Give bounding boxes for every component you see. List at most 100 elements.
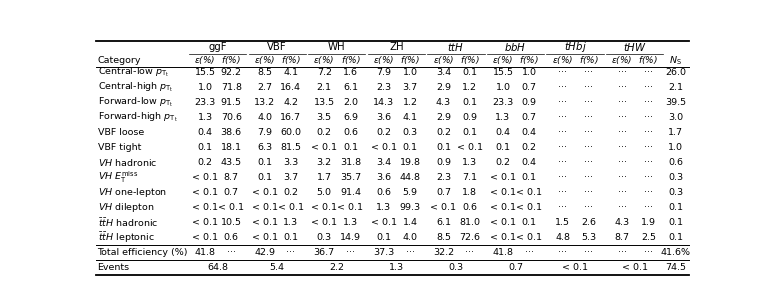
- Text: < 0.1: < 0.1: [311, 203, 337, 212]
- Text: WH: WH: [328, 42, 345, 52]
- Text: ···: ···: [617, 83, 627, 92]
- Text: 70.6: 70.6: [221, 113, 242, 122]
- Text: 0.6: 0.6: [668, 158, 683, 167]
- Text: $t\bar{t}H$: $t\bar{t}H$: [447, 40, 464, 54]
- Text: ···: ···: [558, 128, 567, 137]
- Text: < 0.1: < 0.1: [457, 143, 483, 152]
- Text: ···: ···: [346, 248, 355, 257]
- Text: 1.4: 1.4: [402, 218, 417, 227]
- Text: 81.0: 81.0: [459, 218, 480, 227]
- Text: ···: ···: [617, 248, 627, 257]
- Text: $\epsilon$(%): $\epsilon$(%): [493, 54, 514, 66]
- Text: ···: ···: [617, 158, 627, 167]
- Text: 38.6: 38.6: [221, 128, 242, 137]
- Text: 72.6: 72.6: [459, 233, 480, 242]
- Text: $\epsilon$(%): $\epsilon$(%): [433, 54, 454, 66]
- Text: 1.0: 1.0: [496, 83, 510, 92]
- Text: Total efficiency (%): Total efficiency (%): [97, 248, 188, 257]
- Text: 3.7: 3.7: [283, 173, 299, 182]
- Text: 8.7: 8.7: [614, 233, 630, 242]
- Text: ···: ···: [405, 248, 414, 257]
- Text: 4.0: 4.0: [402, 233, 417, 242]
- Text: 2.1: 2.1: [316, 83, 332, 92]
- Text: 4.2: 4.2: [283, 98, 298, 107]
- Text: 0.1: 0.1: [283, 233, 298, 242]
- Text: 1.0: 1.0: [402, 68, 417, 77]
- Text: 0.2: 0.2: [198, 158, 212, 167]
- Text: 2.3: 2.3: [436, 173, 451, 182]
- Text: 0.1: 0.1: [668, 233, 683, 242]
- Text: < 0.1: < 0.1: [371, 218, 397, 227]
- Text: 1.0: 1.0: [522, 68, 537, 77]
- Text: < 0.1: < 0.1: [371, 143, 397, 152]
- Text: ···: ···: [584, 158, 594, 167]
- Text: $N_\mathrm{S}$: $N_\mathrm{S}$: [669, 54, 683, 67]
- Text: 0.7: 0.7: [522, 113, 537, 122]
- Text: < 0.1: < 0.1: [490, 173, 516, 182]
- Text: ···: ···: [584, 143, 594, 152]
- Text: 37.3: 37.3: [373, 248, 394, 257]
- Text: 4.3: 4.3: [614, 218, 630, 227]
- Text: ···: ···: [644, 68, 653, 77]
- Text: 2.7: 2.7: [257, 83, 272, 92]
- Text: $\bar{t}\bar{t}H$ hadronic: $\bar{t}\bar{t}H$ hadronic: [97, 216, 158, 229]
- Text: $VH$ one-lepton: $VH$ one-lepton: [97, 186, 166, 199]
- Text: ···: ···: [617, 188, 627, 197]
- Text: $\epsilon$(%): $\epsilon$(%): [195, 54, 216, 66]
- Text: 3.5: 3.5: [316, 113, 332, 122]
- Text: $VH$ hadronic: $VH$ hadronic: [97, 157, 157, 168]
- Text: ···: ···: [584, 173, 594, 182]
- Text: 81.5: 81.5: [280, 143, 301, 152]
- Text: ···: ···: [644, 113, 653, 122]
- Text: 0.4: 0.4: [522, 128, 537, 137]
- Text: 60.0: 60.0: [280, 128, 301, 137]
- Text: $VH$ dilepton: $VH$ dilepton: [97, 201, 154, 214]
- Text: 1.3: 1.3: [198, 113, 213, 122]
- Text: 0.2: 0.2: [283, 188, 298, 197]
- Text: $f$(%): $f$(%): [221, 54, 241, 66]
- Text: 1.2: 1.2: [402, 98, 417, 107]
- Text: 1.8: 1.8: [462, 188, 477, 197]
- Text: 1.0: 1.0: [198, 83, 212, 92]
- Text: 0.6: 0.6: [224, 233, 239, 242]
- Text: Category: Category: [97, 56, 141, 65]
- Text: ZH: ZH: [389, 42, 404, 52]
- Text: 0.6: 0.6: [462, 203, 477, 212]
- Text: ···: ···: [584, 203, 594, 212]
- Text: 1.3: 1.3: [389, 263, 404, 272]
- Text: 5.3: 5.3: [581, 233, 597, 242]
- Text: 2.9: 2.9: [436, 83, 451, 92]
- Text: VBF loose: VBF loose: [97, 128, 144, 137]
- Text: 8.7: 8.7: [224, 173, 239, 182]
- Text: < 0.1: < 0.1: [516, 203, 542, 212]
- Text: 1.3: 1.3: [283, 218, 299, 227]
- Text: ···: ···: [617, 113, 627, 122]
- Text: $f$(%): $f$(%): [639, 54, 658, 66]
- Text: 3.6: 3.6: [376, 173, 391, 182]
- Text: 26.0: 26.0: [665, 68, 686, 77]
- Text: 71.8: 71.8: [221, 83, 242, 92]
- Text: < 0.1: < 0.1: [490, 188, 516, 197]
- Text: < 0.1: < 0.1: [192, 188, 218, 197]
- Text: 6.3: 6.3: [257, 143, 272, 152]
- Text: 2.9: 2.9: [436, 113, 451, 122]
- Text: ···: ···: [525, 248, 534, 257]
- Text: < 0.1: < 0.1: [252, 233, 277, 242]
- Text: 0.9: 0.9: [462, 113, 477, 122]
- Text: 1.0: 1.0: [668, 143, 683, 152]
- Text: ···: ···: [644, 143, 653, 152]
- Text: ggF: ggF: [208, 42, 227, 52]
- Text: 3.4: 3.4: [436, 68, 451, 77]
- Text: ···: ···: [644, 98, 653, 107]
- Text: 13.5: 13.5: [313, 98, 335, 107]
- Text: ···: ···: [644, 173, 653, 182]
- Text: 1.9: 1.9: [641, 218, 656, 227]
- Text: 39.5: 39.5: [665, 98, 686, 107]
- Text: 91.5: 91.5: [221, 98, 242, 107]
- Text: ···: ···: [617, 98, 627, 107]
- Text: $f$(%): $f$(%): [579, 54, 599, 66]
- Text: ···: ···: [558, 173, 567, 182]
- Text: 4.1: 4.1: [283, 68, 298, 77]
- Text: 0.1: 0.1: [668, 203, 683, 212]
- Text: 64.8: 64.8: [207, 263, 228, 272]
